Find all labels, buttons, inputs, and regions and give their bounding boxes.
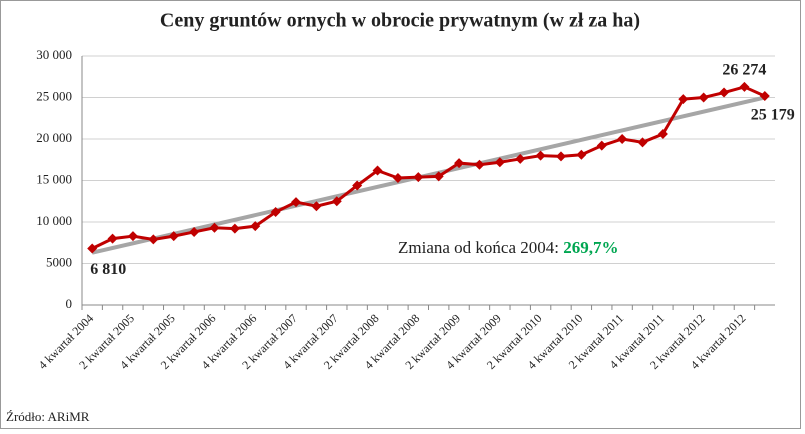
y-tick-label: 10 000 (36, 213, 72, 228)
line (91, 85, 766, 250)
y-tick-label: 20 000 (36, 130, 72, 145)
y-tick-label: 25 000 (36, 88, 72, 103)
marker (250, 221, 261, 232)
marker (454, 158, 465, 169)
marker (209, 222, 220, 233)
marker (229, 223, 240, 234)
trendline (91, 95, 766, 255)
marker (535, 150, 546, 161)
chart-title: Ceny gruntów ornych w obrocie prywatnym … (160, 10, 640, 32)
source: Źródło: ARiMR (6, 409, 90, 424)
marker (494, 157, 505, 168)
marker (392, 173, 403, 184)
marker (433, 171, 444, 182)
marker (270, 207, 281, 218)
y-tick-label: 5000 (46, 254, 72, 269)
marker (596, 140, 607, 151)
y-tick-label: 15 000 (36, 171, 72, 186)
marker (168, 231, 179, 242)
marker (555, 151, 566, 162)
marker (678, 94, 689, 105)
marker (107, 233, 118, 244)
marker (331, 196, 342, 207)
marker (372, 165, 383, 176)
marker (189, 226, 200, 237)
marker (291, 197, 302, 208)
y-tick-label: 0 (66, 296, 73, 311)
y-tick-label: 30 000 (36, 47, 72, 62)
data-label: 6 810 (90, 261, 126, 278)
marker (87, 243, 98, 254)
marker (637, 137, 648, 148)
marker (719, 87, 730, 98)
marker (576, 149, 587, 160)
marker (515, 153, 526, 164)
marker (311, 201, 322, 212)
data-label: 26 274 (722, 62, 766, 79)
marker (127, 231, 138, 242)
data-label: 25 179 (751, 107, 795, 124)
marker (474, 159, 485, 170)
marker (759, 91, 770, 102)
annotation-highlight: 269,7% (563, 238, 618, 257)
annotation-text: Zmiana od końca 2004: (398, 238, 563, 257)
marker (352, 180, 363, 191)
marker (617, 134, 628, 144)
marker (739, 81, 750, 92)
annotation: Zmiana od końca 2004: 269,7% (398, 238, 619, 257)
marker (698, 92, 709, 103)
marker (148, 234, 159, 245)
marker (413, 172, 424, 183)
marker (657, 129, 668, 140)
